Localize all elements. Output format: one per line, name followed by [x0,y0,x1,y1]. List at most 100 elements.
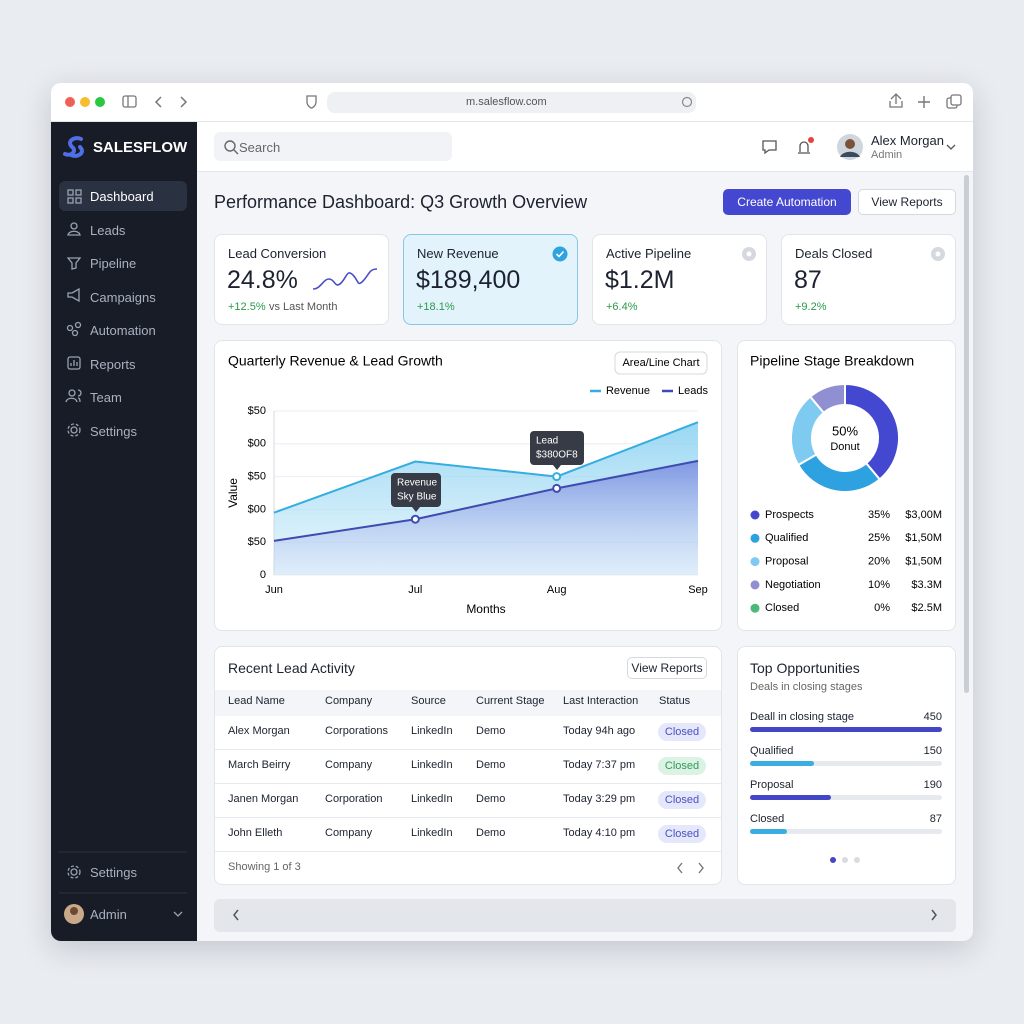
nav-item[interactable]: Settings [90,865,137,880]
legend-percent: 10% [868,579,890,591]
column-header: Company [325,695,373,707]
table-title: Recent Lead Activity [228,660,355,676]
nav-item[interactable]: Automation [90,323,156,338]
row-divider [215,851,721,852]
carousel-dots[interactable] [825,855,865,865]
y-tick-label: $00 [248,503,266,515]
brand: SALESFLOW [93,139,188,156]
primary-button[interactable]: Create Automation [723,189,851,215]
secondary-button[interactable]: View Reports [858,189,956,215]
bar-track [750,795,942,800]
kpi-icon [742,247,756,261]
legend-percent: 25% [868,532,890,544]
url: m.salesflow.com [466,96,547,108]
table-header [215,690,721,716]
table-button[interactable]: View Reports [627,657,707,679]
kpi-icon [312,268,378,290]
column-header: Lead Name [228,695,285,707]
nav-item[interactable]: Dashboard [90,189,154,204]
table-cell: Today 7:37 pm [563,759,636,771]
legend-label: Leads [678,385,708,397]
legend-label: Negotiation [765,579,821,591]
table-cell: Today 94h ago [563,725,636,737]
opportunity-label: Proposal [750,779,794,791]
nav-item[interactable]: Team [90,390,122,405]
table-cell: John Elleth [228,827,283,839]
kpi-value: 24.8% [227,266,298,294]
kpi-label: Active Pipeline [606,246,692,261]
table-footer: Showing 1 of 3 [228,861,301,873]
nav-item[interactable]: Campaigns [90,289,156,305]
area-chart: Quarterly Revenue & Lead Growth Area/Line… [226,351,708,616]
kpi-card [781,234,956,325]
user-menu[interactable]: Admin [90,907,127,922]
kpi-value: $1.2M [605,266,675,294]
toolbar-icons [65,92,962,113]
legend-label: Proposal [765,556,808,568]
opportunity-bar [750,727,942,732]
table-cell: Alex Morgan [228,725,290,737]
status-pill: Closed [658,791,706,809]
kpi-change: +9.2% [795,301,827,313]
legend-dot [750,580,760,590]
column-header: Current Stage [476,695,545,707]
x-tick-label: Sep [688,584,708,596]
chart-title: Quarterly Revenue & Lead Growth [228,353,443,369]
kpi-label: Lead Conversion [228,246,327,261]
legend-dot [750,533,760,543]
search-box[interactable] [214,132,452,161]
pager[interactable] [670,858,710,878]
legend-percent: 20% [868,556,890,568]
tooltip [391,473,441,507]
table-cell: LinkedIn [411,793,453,805]
legend-amount: $3,00M [905,509,942,521]
donut-center-label: Donut [830,441,859,453]
table-cell: Corporation [325,793,383,805]
donut-segment [796,453,882,493]
scrollbar[interactable] [964,175,969,693]
legend-dot [750,557,760,567]
y-tick-label: $50 [248,536,266,548]
row-divider [215,783,721,784]
legend-amount: $2.5M [911,602,942,614]
nav-item[interactable]: Leads [90,222,126,238]
table-cell: LinkedIn [411,759,453,771]
x-axis-label: Months [466,602,505,616]
kpi-value: 87 [794,266,822,294]
legend-percent: 0% [874,602,890,614]
chart-badge: Area/Line Chart [622,357,699,369]
bar-track [750,829,942,834]
x-tick-label: Jul [408,584,422,596]
kpi-icon [552,246,568,262]
legend-label: Qualified [765,532,808,544]
table-cell: Demo [476,759,506,771]
tooltip-pointer [553,465,561,470]
sidebar: SALESFLOW Settings Admin Dashboard Leads P… [51,122,197,941]
legend-label: Closed [765,602,799,614]
nav-item[interactable]: Settings [90,423,137,439]
table-cell: Company [325,759,373,771]
x-tick-label: Jun [265,584,283,596]
bar-track [750,761,942,766]
legend-label: Revenue [606,385,650,397]
table-cell: LinkedIn [411,725,453,737]
kpi-icon [931,247,945,261]
table-cell: Demo [476,827,506,839]
sidebar-icons [59,136,187,924]
tooltip-pointer [412,507,420,512]
kpi-change: +6.4% [606,301,638,313]
horizontal-scroller[interactable] [214,899,956,932]
topbar: Search Alex Morgan Admin [197,122,973,172]
nav-item[interactable]: Reports [90,356,136,372]
opportunity-value: 190 [923,779,942,791]
column-header: Last Interaction [563,695,639,707]
chart-badge-frame[interactable] [614,351,708,375]
y-axis-label: Value [226,478,240,508]
topbar-icons [224,134,956,160]
chart-title: Pipeline Stage Breakdown [750,353,914,369]
status-pill: Closed [658,757,706,775]
opportunity-value: 87 [929,813,942,825]
kpi-label: Deals Closed [795,246,873,261]
nav-item[interactable]: Pipeline [90,256,137,271]
